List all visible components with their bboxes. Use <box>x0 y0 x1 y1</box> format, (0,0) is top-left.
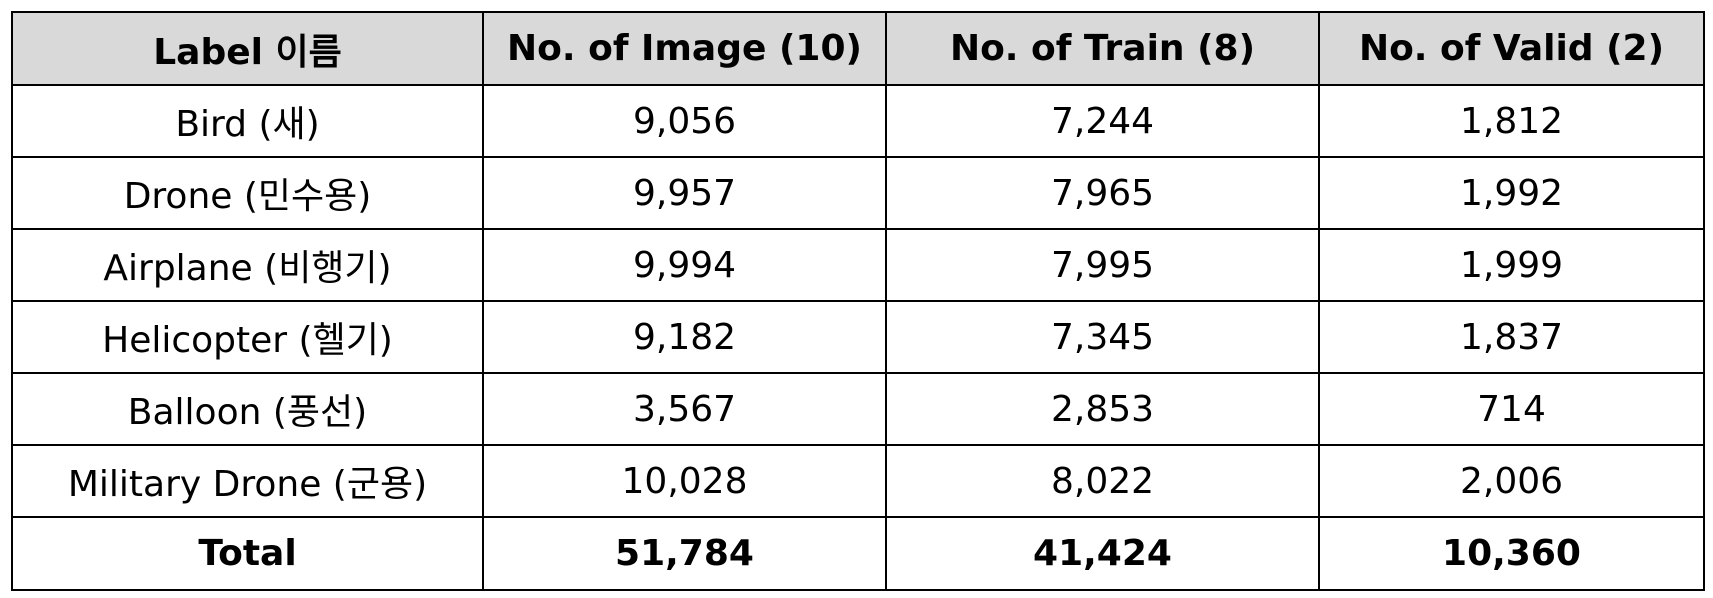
cell-valid-count: 2,006 <box>1318 444 1705 518</box>
header-valid-count: No. of Valid (2) <box>1318 11 1705 86</box>
cell-label: Helicopter (헬기) <box>11 300 484 374</box>
table-row: Balloon (풍선) 3,567 2,853 714 <box>11 372 1705 446</box>
total-train-count: 41,424 <box>885 516 1320 591</box>
table-row: Helicopter (헬기) 9,182 7,345 1,837 <box>11 300 1705 374</box>
cell-train-count: 7,965 <box>885 156 1320 230</box>
cell-valid-count: 714 <box>1318 372 1705 446</box>
cell-label: Military Drone (군용) <box>11 444 484 518</box>
cell-image-count: 10,028 <box>482 444 887 518</box>
table-header-row: Label 이름 No. of Image (10) No. of Train … <box>11 11 1705 86</box>
total-label: Total <box>11 516 484 591</box>
header-image-count: No. of Image (10) <box>482 11 887 86</box>
table-row: Airplane (비행기) 9,994 7,995 1,999 <box>11 228 1705 302</box>
cell-valid-count: 1,812 <box>1318 84 1705 158</box>
cell-train-count: 2,853 <box>885 372 1320 446</box>
cell-label: Airplane (비행기) <box>11 228 484 302</box>
table-row: Bird (새) 9,056 7,244 1,812 <box>11 84 1705 158</box>
table-total-row: Total 51,784 41,424 10,360 <box>11 516 1705 591</box>
cell-label: Bird (새) <box>11 84 484 158</box>
cell-label: Balloon (풍선) <box>11 372 484 446</box>
cell-image-count: 9,957 <box>482 156 887 230</box>
header-label-name: Label 이름 <box>11 11 484 86</box>
cell-train-count: 7,244 <box>885 84 1320 158</box>
cell-image-count: 9,994 <box>482 228 887 302</box>
cell-valid-count: 1,992 <box>1318 156 1705 230</box>
cell-valid-count: 1,999 <box>1318 228 1705 302</box>
cell-train-count: 7,995 <box>885 228 1320 302</box>
table-row: Drone (민수용) 9,957 7,965 1,992 <box>11 156 1705 230</box>
cell-valid-count: 1,837 <box>1318 300 1705 374</box>
cell-train-count: 8,022 <box>885 444 1320 518</box>
cell-image-count: 3,567 <box>482 372 887 446</box>
dataset-split-table: Label 이름 No. of Image (10) No. of Train … <box>11 11 1705 591</box>
total-image-count: 51,784 <box>482 516 887 591</box>
total-valid-count: 10,360 <box>1318 516 1705 591</box>
header-train-count: No. of Train (8) <box>885 11 1320 86</box>
cell-label: Drone (민수용) <box>11 156 484 230</box>
table-row: Military Drone (군용) 10,028 8,022 2,006 <box>11 444 1705 518</box>
cell-image-count: 9,182 <box>482 300 887 374</box>
cell-train-count: 7,345 <box>885 300 1320 374</box>
cell-image-count: 9,056 <box>482 84 887 158</box>
dataset-table-container: Label 이름 No. of Image (10) No. of Train … <box>11 11 1705 591</box>
